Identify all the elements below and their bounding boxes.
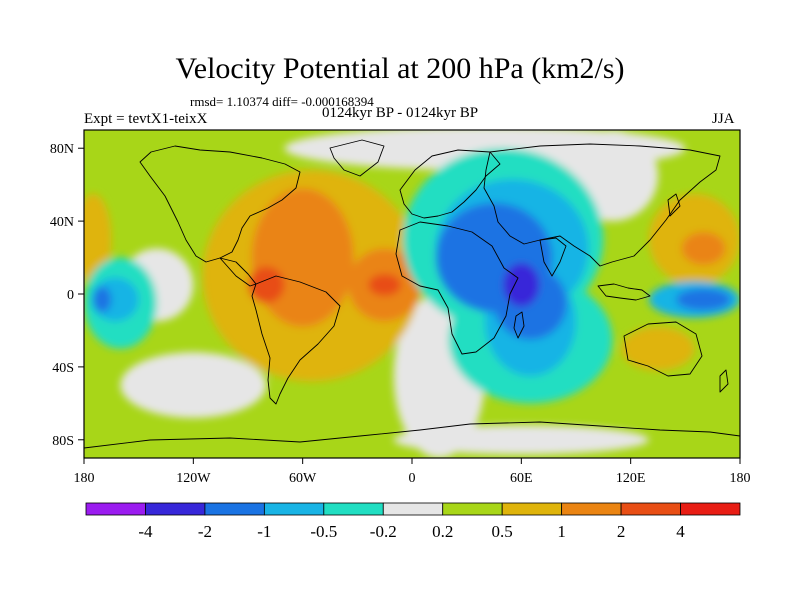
contour-atlantic-strong-core — [368, 273, 402, 296]
x-tick-label: 60W — [289, 471, 317, 486]
colorbar-swatch — [323, 502, 384, 516]
madagascar-coastline — [513, 311, 525, 339]
x-tick-label: 120E — [616, 471, 646, 486]
colorbar-swatch — [382, 502, 444, 516]
colorbar-label: 0.2 — [432, 522, 453, 541]
period-label: 0124kyr BP - 0124kyr BP — [322, 105, 479, 121]
x-tick-label: 0 — [409, 471, 416, 486]
south-america-coastline — [251, 275, 341, 405]
y-tick-label: 80S — [52, 434, 74, 449]
australia-coastline — [623, 321, 703, 377]
colorbar-swatch — [442, 502, 503, 516]
africa-coastline — [395, 221, 519, 355]
contour-west-pacific-low-core — [676, 288, 731, 311]
colorbar-swatch — [501, 502, 563, 516]
colorbar-label: 1 — [557, 522, 566, 541]
contour-west-pacific-positive-core — [681, 232, 726, 265]
contour-america-positive-core — [251, 188, 354, 327]
colorbar-swatch — [145, 502, 206, 516]
contour-east-pacific-neutral — [120, 352, 267, 418]
colorbar-label: -2 — [198, 522, 212, 541]
y-tick-label: 40N — [50, 215, 74, 230]
colorbar-label: 0.5 — [492, 522, 513, 541]
europe-coastline — [399, 149, 501, 219]
india-coastline — [539, 237, 567, 277]
colorbar-label: 2 — [617, 522, 626, 541]
colorbar-label: -0.5 — [310, 522, 337, 541]
greenland-coastline — [329, 139, 385, 177]
x-tick-label: 60E — [510, 471, 533, 486]
japan-coastline — [667, 193, 681, 217]
colorbar-label: 4 — [676, 522, 685, 541]
asia-coastline — [483, 143, 721, 267]
colorbar-label: -1 — [257, 522, 271, 541]
contour-antarctic-neutral — [393, 425, 649, 455]
north-america-coastline — [139, 145, 301, 263]
colorbar-swatch — [561, 502, 622, 516]
antarctica-coastline — [84, 421, 740, 449]
contour-america-strong-core — [248, 266, 285, 304]
contour-australia-positive — [621, 326, 695, 371]
x-tick-label: 180 — [74, 471, 95, 486]
maritime-continent-coastline — [597, 283, 651, 301]
figure-title: Velocity Potential at 200 hPa (km2/s) — [175, 52, 625, 85]
x-tick-label: 180 — [730, 471, 751, 486]
colorbar-swatch — [85, 502, 146, 516]
y-tick-label: 80N — [50, 142, 74, 157]
contour-east-pacific-low-core — [93, 286, 112, 313]
coastlines — [84, 139, 740, 449]
rmsd-diff-stats: rmsd= 1.10374 diff= -0.000168394 — [190, 94, 374, 109]
x-tick-label: 120W — [176, 471, 211, 486]
contour-east-pacific-positive — [84, 193, 112, 285]
axis-ticks: 180 120W 60W 0 60E 120E 180 80N 40N 0 40S 80S — [50, 142, 751, 486]
colorbar: -4 -2 -1 -0.5 -0.2 0.2 0.5 1 2 4 — [85, 502, 741, 541]
y-tick-label: 0 — [67, 288, 74, 303]
experiment-label: Expt = tevtX1-teixX — [84, 111, 208, 127]
colorbar-label: -4 — [138, 522, 153, 541]
velocity-potential-field — [84, 130, 740, 458]
new-zealand-coastline — [719, 369, 729, 393]
colorbar-swatch — [204, 502, 265, 516]
colorbar-swatch — [620, 502, 681, 516]
colorbar-swatch — [680, 502, 741, 516]
colorbar-swatch — [263, 502, 325, 516]
season-label: JJA — [712, 111, 735, 127]
colorbar-label: -0.2 — [370, 522, 397, 541]
y-tick-label: 40S — [52, 361, 74, 376]
